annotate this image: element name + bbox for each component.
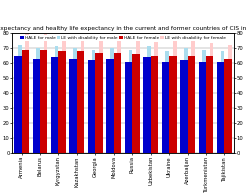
Bar — [36, 58, 40, 153]
Bar — [44, 50, 47, 153]
Title: Life expectancy and healthy life expectancy in the current and former countries : Life expectancy and healthy life expecta… — [0, 26, 246, 31]
Bar — [199, 62, 202, 153]
Bar — [191, 56, 195, 153]
Bar — [25, 35, 29, 50]
Bar — [25, 50, 29, 153]
Bar — [169, 56, 173, 153]
Bar — [191, 41, 195, 56]
Bar — [81, 39, 84, 51]
Legend: HALE for male, LE with disability for male, HALE for female, LE with disability : HALE for male, LE with disability for ma… — [19, 35, 227, 41]
Bar — [73, 58, 77, 153]
Bar — [95, 52, 99, 153]
Bar — [162, 62, 165, 153]
Bar — [210, 43, 213, 56]
Bar — [184, 48, 187, 60]
Bar — [51, 57, 55, 153]
Bar — [114, 52, 118, 153]
Bar — [210, 56, 213, 153]
Bar — [228, 58, 232, 153]
Bar — [62, 51, 66, 153]
Bar — [202, 62, 206, 153]
Bar — [132, 54, 136, 153]
Bar — [36, 48, 40, 58]
Bar — [73, 48, 77, 58]
Bar — [14, 56, 18, 153]
Bar — [128, 50, 132, 62]
Bar — [33, 58, 36, 153]
Bar — [147, 57, 151, 153]
Bar — [221, 62, 224, 153]
Bar — [136, 39, 139, 54]
Bar — [173, 56, 176, 153]
Bar — [147, 46, 151, 57]
Bar — [221, 51, 224, 62]
Bar — [165, 51, 169, 62]
Bar — [55, 46, 59, 57]
Bar — [202, 50, 206, 62]
Bar — [18, 56, 22, 153]
Bar — [136, 54, 139, 153]
Bar — [184, 60, 187, 153]
Bar — [118, 39, 121, 52]
Bar — [217, 62, 221, 153]
Bar — [77, 51, 81, 153]
Bar — [173, 41, 176, 56]
Bar — [99, 52, 103, 153]
Bar — [228, 45, 232, 58]
Bar — [118, 52, 121, 153]
Bar — [40, 50, 44, 153]
Bar — [55, 57, 59, 153]
Bar — [165, 62, 169, 153]
Bar — [22, 50, 25, 153]
Bar — [107, 58, 110, 153]
Bar — [110, 58, 114, 153]
Bar — [151, 56, 154, 153]
Bar — [154, 56, 158, 153]
Bar — [18, 45, 22, 56]
Bar — [180, 60, 184, 153]
Bar — [125, 62, 128, 153]
Bar — [110, 48, 114, 58]
Bar — [70, 58, 73, 153]
Bar — [224, 58, 228, 153]
Bar — [92, 50, 95, 60]
Bar — [62, 39, 66, 51]
Bar — [154, 42, 158, 56]
Bar — [44, 35, 47, 50]
Bar — [128, 62, 132, 153]
Bar — [59, 51, 62, 153]
Bar — [81, 51, 84, 153]
Bar — [206, 56, 210, 153]
Bar — [92, 60, 95, 153]
Bar — [99, 39, 103, 52]
Bar — [143, 57, 147, 153]
Bar — [187, 56, 191, 153]
Bar — [88, 60, 92, 153]
